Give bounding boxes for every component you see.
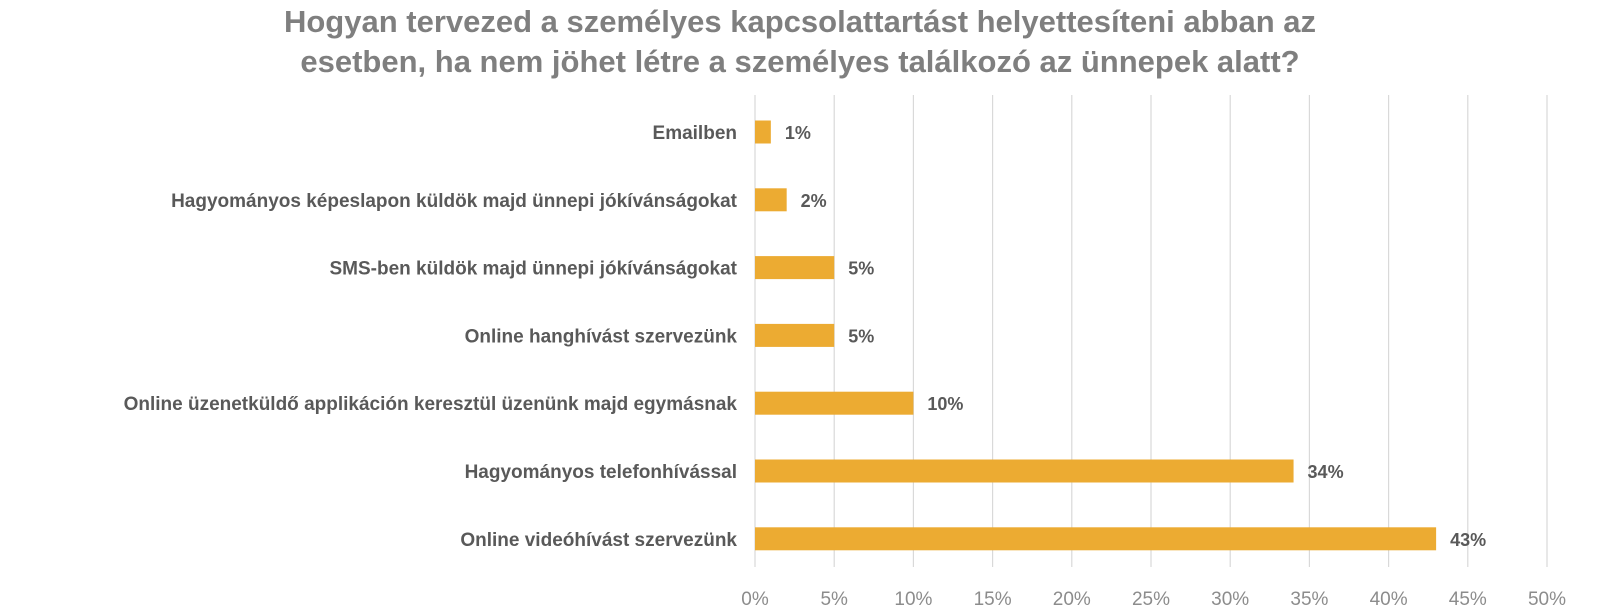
grid-lines (754, 95, 1548, 567)
category-label: Hagyományos képeslapon küldök majd ünnep… (171, 191, 738, 212)
data-label: 34% (1308, 462, 1344, 482)
data-label: 1% (785, 123, 811, 143)
x-tick-label: 20% (1053, 589, 1091, 610)
x-tick-label: 0% (741, 589, 769, 610)
category-label: Hagyományos telefonhívással (465, 462, 737, 483)
x-tick-label: 10% (894, 589, 932, 610)
bars (755, 120, 1437, 551)
data-label: 5% (848, 259, 874, 279)
x-tick-label: 45% (1449, 589, 1487, 610)
x-tick-label: 40% (1370, 589, 1408, 610)
data-label: 10% (927, 394, 963, 414)
bar (755, 188, 787, 212)
data-label: 43% (1450, 530, 1486, 550)
chart-title: Hogyan tervezed a személyes kapcsolattar… (0, 2, 1600, 82)
bar (755, 459, 1294, 483)
category-label: Online hanghívást szervezünk (465, 326, 738, 347)
x-tick-label: 35% (1290, 589, 1328, 610)
bar (755, 323, 835, 347)
bar (755, 527, 1437, 551)
category-label: Online üzenetküldő applikáción keresztül… (124, 394, 738, 415)
x-tick-label: 25% (1132, 589, 1170, 610)
bar (755, 256, 835, 280)
chart-title-line-2: esetben, ha nem jöhet létre a személyes … (300, 44, 1300, 79)
category-labels: Emailben Hagyományos képeslapon küldök ma… (124, 123, 738, 551)
data-label: 5% (848, 326, 874, 346)
category-label: SMS-ben küldök majd ünnepi jókívánságoka… (329, 259, 737, 280)
data-label: 2% (801, 191, 827, 211)
chart-title-line-1: Hogyan tervezed a személyes kapcsolattar… (283, 4, 1317, 39)
x-tick-label: 5% (820, 589, 848, 610)
value-labels: 1% 2% 5% 5% 10% 34% 43% (785, 123, 1486, 550)
bar (755, 391, 914, 415)
bar (755, 120, 771, 144)
x-tick-label: 15% (974, 589, 1012, 610)
x-tick-label: 30% (1211, 589, 1249, 610)
category-label: Online videóhívást szervezünk (460, 530, 737, 551)
category-label: Emailben (653, 123, 737, 144)
x-tick-label: 50% (1528, 589, 1566, 610)
x-axis-tick-labels: 0% 5% 10% 15% 20% 25% 30% 35% 40% 45% 50% (741, 589, 1566, 610)
